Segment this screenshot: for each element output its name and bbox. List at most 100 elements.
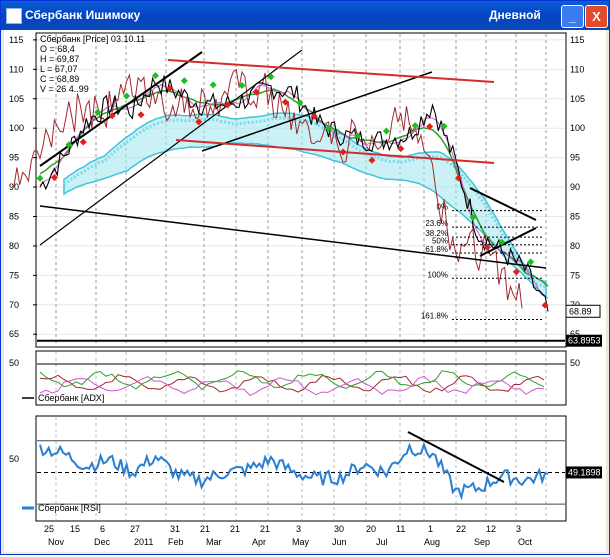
day-label: 3 bbox=[296, 524, 301, 534]
y-tick-label: 70 bbox=[9, 300, 19, 310]
buy-signal-marker bbox=[527, 258, 535, 266]
month-label: 2011 bbox=[134, 537, 153, 547]
y-tick-label: 100 bbox=[570, 123, 585, 133]
ichimoku-cloud-band bbox=[63, 116, 547, 289]
buy-signal-marker bbox=[151, 72, 159, 80]
sell-signal-marker bbox=[195, 118, 203, 126]
wedge-top bbox=[469, 187, 537, 221]
month-label: Sep bbox=[474, 537, 490, 547]
y-tick-label: 110 bbox=[570, 64, 584, 74]
y-tick-label: 110 bbox=[9, 64, 23, 74]
y-tick-label: 105 bbox=[570, 94, 585, 104]
day-label: 21 bbox=[230, 524, 240, 534]
minimize-button[interactable]: _ bbox=[561, 5, 584, 28]
adx-panel-frame bbox=[35, 350, 567, 406]
adx-tick-left: 50 bbox=[9, 358, 19, 368]
sell-signal-marker bbox=[108, 112, 116, 120]
fib-label: 38.2% bbox=[425, 229, 448, 238]
y-tick-label: 80 bbox=[9, 241, 19, 251]
price-yaxis-left: 65 70 75 80 85 90 95 100 105 110 115 bbox=[9, 35, 37, 339]
day-label: 12 bbox=[486, 524, 496, 534]
day-label: 21 bbox=[260, 524, 270, 534]
fib-label: 23.6% bbox=[425, 219, 448, 228]
y-tick-label: 75 bbox=[570, 270, 580, 280]
buy-signal-marker bbox=[238, 82, 246, 90]
sell-signal-marker bbox=[541, 301, 549, 309]
buy-signal-marker bbox=[180, 77, 188, 85]
month-label: Jul bbox=[376, 537, 388, 547]
y-tick-label: 65 bbox=[570, 329, 580, 339]
y-tick-label: 80 bbox=[570, 241, 580, 251]
month-label: May bbox=[292, 537, 310, 547]
title-bar[interactable]: Сбербанк Ишимоку Дневной _ X bbox=[1, 1, 609, 30]
sell-signal-marker bbox=[166, 84, 174, 92]
sell-signal-marker bbox=[368, 156, 376, 164]
buy-signal-marker bbox=[354, 132, 361, 140]
fib-label: 161.8% bbox=[421, 312, 448, 321]
window-title: Сбербанк Ишимоку bbox=[25, 8, 141, 22]
day-label: 3 bbox=[516, 524, 521, 534]
month-label: Dec bbox=[94, 537, 111, 547]
buy-signal-marker bbox=[498, 238, 506, 246]
buy-signal-marker bbox=[94, 108, 102, 116]
y-tick-label: 115 bbox=[9, 35, 23, 45]
buy-signal-marker bbox=[123, 92, 131, 100]
day-label: 21 bbox=[200, 524, 210, 534]
price-grid bbox=[37, 34, 565, 520]
fib-label: 100% bbox=[428, 270, 448, 279]
y-tick-label: 100 bbox=[9, 123, 24, 133]
buy-signal-marker bbox=[440, 122, 448, 130]
buy-signal-marker bbox=[325, 124, 333, 132]
buy-signal-marker bbox=[382, 127, 390, 135]
adx-legend: Сбербанк [ADX] bbox=[38, 393, 104, 403]
y-tick-label: 85 bbox=[570, 211, 580, 221]
day-label: 1 bbox=[428, 524, 433, 534]
buy-signal-marker bbox=[469, 213, 477, 221]
day-label: 30 bbox=[334, 524, 344, 534]
y-tick-label: 95 bbox=[9, 153, 19, 163]
sell-signal-marker bbox=[483, 243, 491, 251]
support-badge-label: 63.8953 bbox=[568, 336, 601, 346]
sell-signal-marker bbox=[339, 148, 347, 156]
sell-signal-marker bbox=[224, 101, 232, 109]
day-label: 20 bbox=[366, 524, 376, 534]
fib-label: 61.8% bbox=[425, 245, 448, 254]
rsi-legend: Сбербанк [RSI] bbox=[38, 503, 101, 513]
ohlc-low: L = 67,07 bbox=[40, 64, 77, 74]
channel-bottom bbox=[175, 139, 495, 164]
y-tick-label: 65 bbox=[9, 329, 19, 339]
day-label: 6 bbox=[100, 524, 105, 534]
y-tick-label: 85 bbox=[9, 211, 19, 221]
app-icon bbox=[6, 8, 22, 24]
period-label: Дневной bbox=[489, 8, 541, 22]
fibonacci-levels: 0% 23.6%38.2%50%61.8% 100% 161.8% bbox=[421, 203, 544, 321]
day-label: 27 bbox=[130, 524, 140, 534]
rsi-line bbox=[39, 441, 549, 501]
month-label: Mar bbox=[206, 537, 222, 547]
price-badges: 63.8953 68.89 bbox=[565, 304, 602, 347]
close-button[interactable]: X bbox=[585, 5, 608, 28]
last-price-badge-label: 68.89 bbox=[569, 306, 592, 316]
y-tick-label: 115 bbox=[570, 35, 584, 45]
adx-line bbox=[39, 374, 545, 394]
day-label: 22 bbox=[456, 524, 466, 534]
y-tick-label: 75 bbox=[9, 270, 19, 280]
sell-signal-marker bbox=[79, 138, 87, 146]
last-price-badge bbox=[565, 304, 601, 318]
rsi-value-badge bbox=[566, 466, 602, 479]
sell-signal-marker bbox=[397, 145, 405, 153]
fib-label: 0% bbox=[436, 203, 448, 212]
trendline-down bbox=[39, 205, 547, 269]
ohlc-open: O = 68,4 bbox=[40, 44, 75, 54]
month-label: Oct bbox=[518, 537, 533, 547]
month-label: Aug bbox=[424, 537, 440, 547]
month-label: Jun bbox=[332, 537, 347, 547]
y-tick-label: 105 bbox=[9, 94, 24, 104]
rsi-value-badge-label: 49.1898 bbox=[568, 467, 601, 477]
day-label: 15 bbox=[70, 524, 80, 534]
sell-signal-marker bbox=[281, 98, 289, 106]
